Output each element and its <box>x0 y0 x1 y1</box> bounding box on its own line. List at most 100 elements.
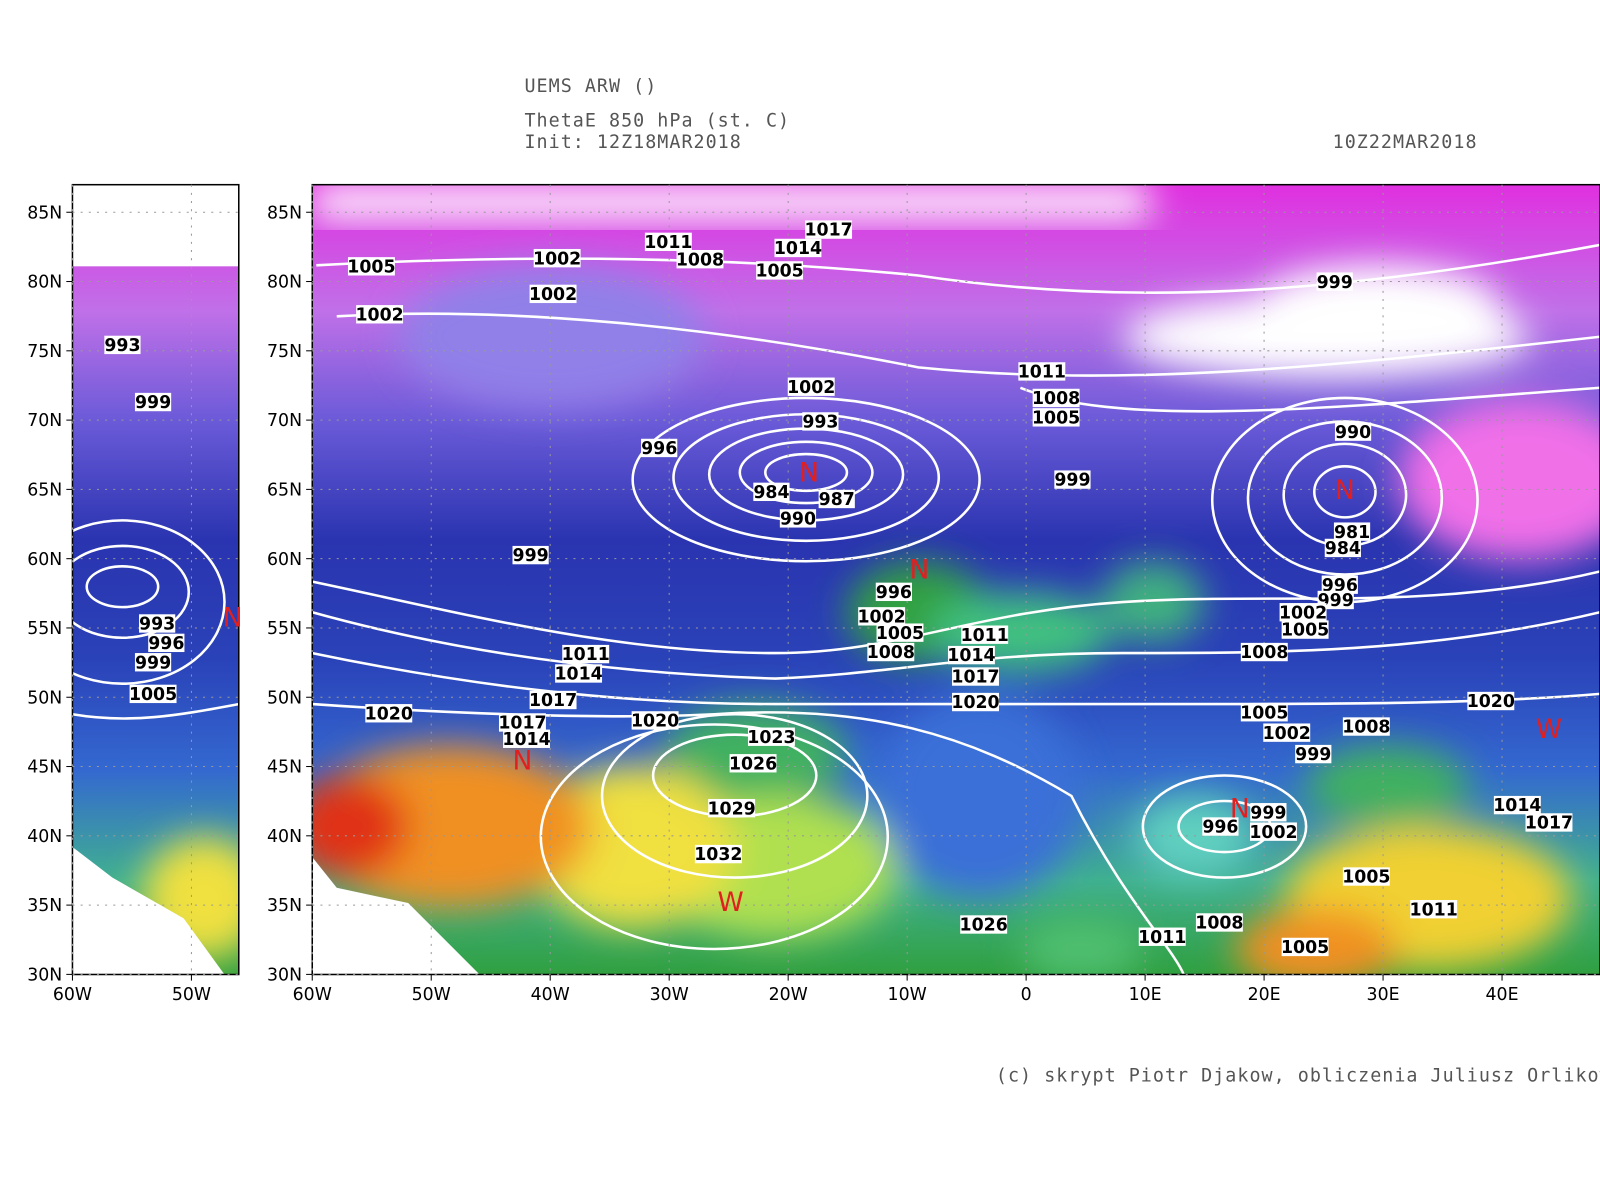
isobar-label-box <box>802 412 839 431</box>
isobar-label: 1005 <box>755 262 803 282</box>
lat-tick-label: 45N <box>27 758 62 778</box>
pressure-center: W <box>718 887 744 918</box>
isobar-label-box <box>1333 522 1371 541</box>
isobar-label: 1020 <box>951 693 999 713</box>
pressure-center: N <box>1230 793 1250 824</box>
isobar-label-box <box>805 220 853 239</box>
lon-tick-label: 50W <box>412 985 451 1005</box>
isobar-label-box <box>139 614 176 633</box>
isobar-label: 1005 <box>1032 408 1080 428</box>
isobar-label: 1005 <box>876 624 924 644</box>
isobar-label: 996 <box>1202 818 1238 838</box>
isobar-label: 1002 <box>858 607 906 627</box>
isobar-label-box <box>960 915 1008 934</box>
isobar-label-box <box>347 257 395 276</box>
lon-tick-label: 20E <box>1248 985 1281 1005</box>
isobar-label-box <box>1525 813 1573 832</box>
isobar-label-box <box>1324 538 1361 558</box>
isobar-label-box <box>529 690 577 710</box>
isobar-label-box <box>1467 691 1515 711</box>
isobar-label-box <box>1316 272 1353 291</box>
isobar-label-box <box>787 377 835 396</box>
isobar-label: 1014 <box>502 730 550 750</box>
lat-tick-label: 70N <box>27 411 62 431</box>
isobar-label-box <box>1342 717 1390 736</box>
isobar-label-box <box>555 664 603 683</box>
isobar-label: 1005 <box>1342 868 1390 888</box>
isobar-label-box <box>952 667 999 686</box>
isobar-label-box <box>104 335 141 355</box>
isobar-label-box <box>1281 620 1329 639</box>
isobar-label: 1023 <box>747 728 795 748</box>
lon-tick-label: 50W <box>172 985 211 1005</box>
isobar-label: 1011 <box>961 626 1009 646</box>
isobar-label: 1008 <box>1195 914 1243 934</box>
isobar-label-box <box>134 392 172 412</box>
isobar-label: 1017 <box>498 714 546 734</box>
isobar-label-box <box>1279 603 1327 622</box>
pressure-center: W <box>1536 714 1562 745</box>
isobar-label: 999 <box>1317 273 1353 293</box>
isobar-label-box <box>356 305 404 324</box>
isobar-label-box <box>562 644 610 664</box>
isobar-label: 1002 <box>1263 724 1311 744</box>
lat-tick-label: 30N <box>27 966 62 986</box>
isobar-label-box <box>498 713 546 732</box>
lon-tick-label: 10E <box>1129 985 1162 1005</box>
isobar-label-box <box>1195 913 1243 932</box>
lat-tick-label: 55N <box>27 619 62 639</box>
isobar-label-box <box>1263 723 1311 742</box>
isobar-label-box <box>1054 470 1091 489</box>
isobar-label-box <box>512 545 549 565</box>
lat-tick-label: 30N <box>267 966 302 986</box>
isobar-label-box <box>756 261 804 280</box>
isobar-label: 999 <box>1318 591 1354 611</box>
isobar-label: 1002 <box>533 249 581 269</box>
lon-tick-label: 30W <box>650 985 689 1005</box>
isobar-label-box <box>1018 362 1066 381</box>
isobar-label: 984 <box>1325 539 1361 559</box>
model-title: UEMS ARW () <box>524 76 657 97</box>
isobar-label-box <box>858 607 906 626</box>
lon-tick-label: 0 <box>1021 985 1032 1005</box>
isobar-label: 1002 <box>787 378 835 398</box>
lat-tick-label: 50N <box>267 688 302 708</box>
init-time: Init: 12Z18MAR2018 <box>524 132 741 153</box>
isobar-label: 996 <box>876 583 912 603</box>
isobar-label: 999 <box>1054 471 1090 491</box>
isobar-label-box <box>867 642 915 662</box>
isobar-label-box <box>952 692 999 712</box>
isobar-label: 1011 <box>562 645 610 665</box>
isobar-label-box <box>1250 803 1287 822</box>
lat-tick-label: 45N <box>267 758 302 778</box>
isobar-label: 1032 <box>694 845 742 865</box>
isobar-label-box <box>1410 900 1458 919</box>
pressure-center: N <box>909 555 929 586</box>
isobar-label: 1011 <box>644 233 692 253</box>
pressure-center: N <box>1335 475 1355 506</box>
pressure-center: N <box>223 603 243 634</box>
isobar-label: 1005 <box>347 257 395 277</box>
lat-tick-label: 40N <box>267 827 302 847</box>
isobar-label: 999 <box>135 393 171 413</box>
lon-tick-label: 60W <box>293 985 332 1005</box>
lon-tick-label: 60W <box>53 985 92 1005</box>
isobar-label-box <box>1240 703 1288 722</box>
isobar-label-box <box>533 248 581 268</box>
isobar-label: 981 <box>1334 523 1370 543</box>
isobar-label-box <box>1240 642 1288 662</box>
pressure-center: N <box>513 745 533 776</box>
isobar-label: 1008 <box>676 250 724 270</box>
pressure-center: N <box>799 458 819 489</box>
isobar-label: 1017 <box>1525 814 1573 834</box>
isobar-label: 990 <box>780 509 816 529</box>
isobar-label-box <box>875 582 912 602</box>
lat-tick-label: 50N <box>27 688 62 708</box>
main-map-field <box>312 184 1600 975</box>
isobar-label-box <box>961 625 1009 644</box>
isobar-label: 999 <box>135 653 171 673</box>
isobar-label: 1002 <box>1249 823 1297 843</box>
isobar-label-box <box>129 684 177 704</box>
